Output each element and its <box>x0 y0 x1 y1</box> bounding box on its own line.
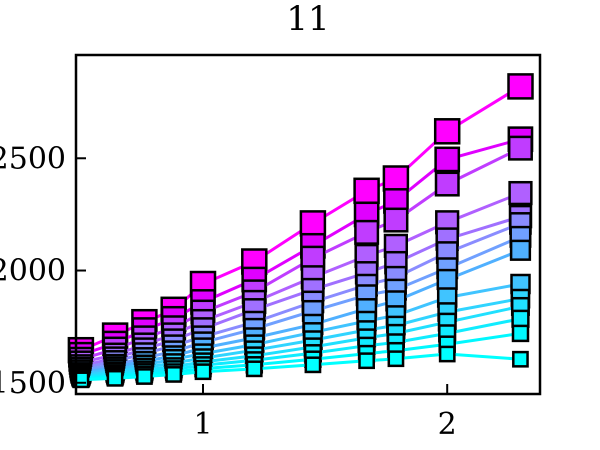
data-point-13-5 <box>245 360 263 378</box>
data-point-7-9 <box>436 268 458 291</box>
data-point-13-2 <box>136 368 153 385</box>
data-point-13-6 <box>304 356 322 374</box>
x-tick-label-0: 1 <box>193 407 212 442</box>
data-point-0-8 <box>382 165 410 192</box>
data-point-0-9 <box>433 118 461 145</box>
data-point-13-8 <box>387 350 405 368</box>
chart-title: 11 <box>286 0 329 39</box>
data-point-2-8 <box>383 207 409 233</box>
data-point-2-10 <box>507 135 533 161</box>
data-point-0-10 <box>507 73 534 100</box>
data-point-11-10 <box>511 309 530 328</box>
data-point-3-10 <box>508 180 533 206</box>
data-point-7-10 <box>509 239 532 261</box>
data-point-13-1 <box>106 369 124 387</box>
data-point-13-9 <box>438 345 456 363</box>
y-tick-label-0: 1500 <box>0 366 66 401</box>
x-tick-label-1: 2 <box>438 407 457 442</box>
data-point-2-7 <box>354 219 380 245</box>
y-tick-label-1: 2000 <box>0 254 66 289</box>
data-point-1-9 <box>434 146 461 173</box>
series-13 <box>72 345 529 389</box>
data-point-12-10 <box>511 324 530 343</box>
series-layer <box>67 73 534 389</box>
data-point-13-3 <box>165 366 183 383</box>
plot-frame <box>74 53 542 396</box>
data-point-0-7 <box>353 177 380 205</box>
data-point-2-9 <box>434 171 460 197</box>
data-point-13-10 <box>512 350 529 368</box>
data-point-13-4 <box>194 363 212 381</box>
data-point-0-6 <box>299 210 327 237</box>
data-point-13-7 <box>358 352 375 370</box>
